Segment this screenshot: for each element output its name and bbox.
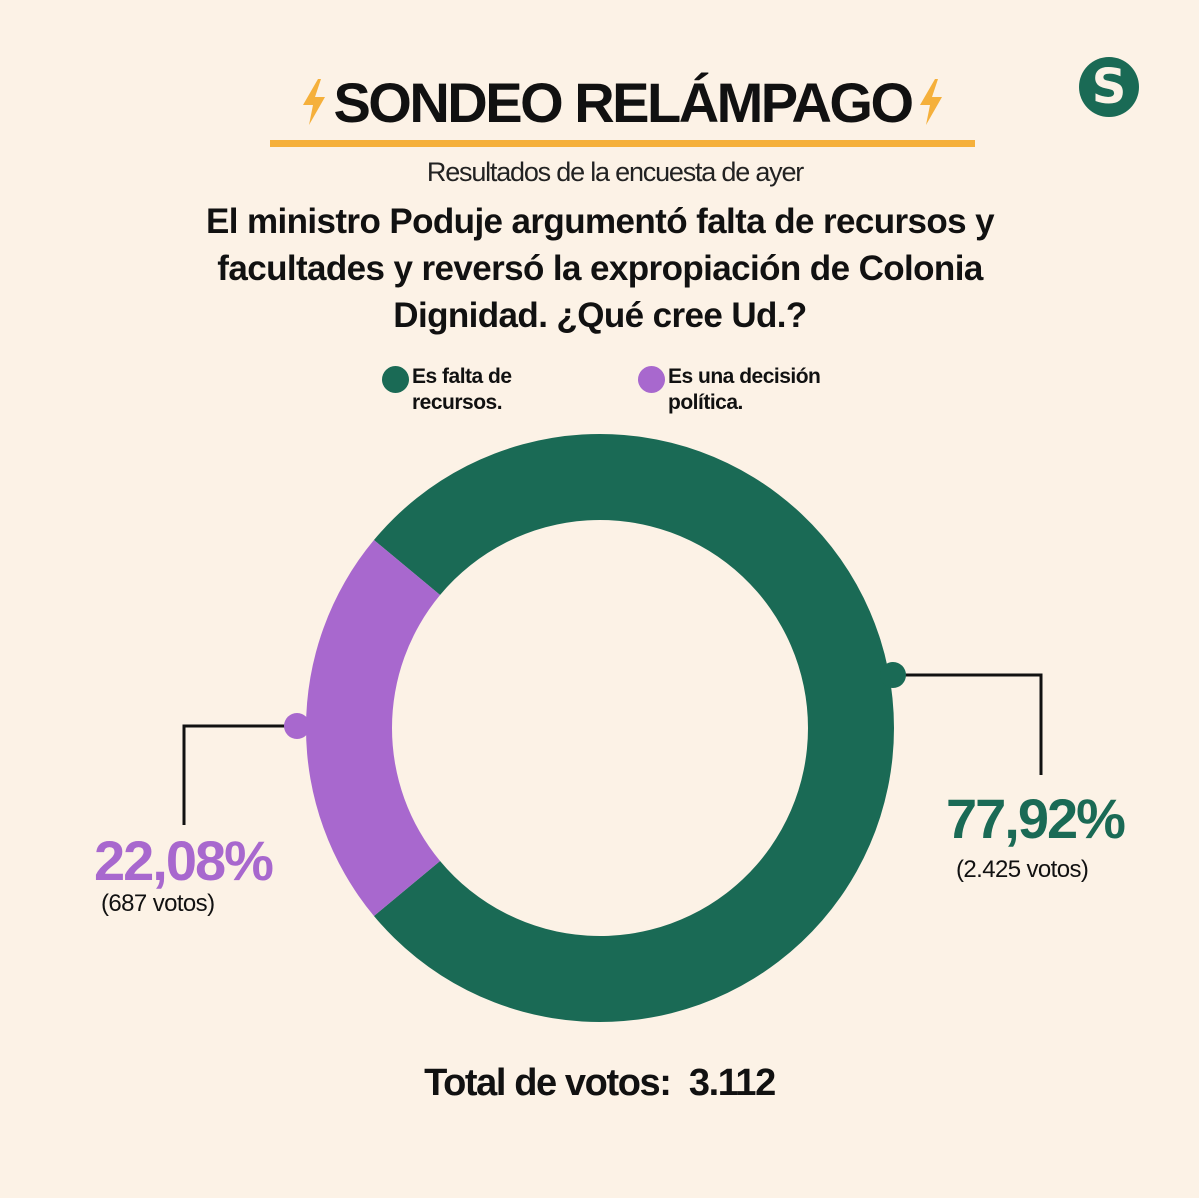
donut-slice-recursos (373, 434, 895, 1023)
brand-logo: S (1079, 57, 1139, 117)
total-votes-label: Total de votos: (424, 1062, 672, 1104)
leader-line-politica (182, 724, 297, 825)
title-underline (270, 140, 975, 147)
page-title: SONDEO RELÁMPAGO (333, 70, 914, 134)
title-banner: SONDEO RELÁMPAGO (270, 62, 975, 142)
legend-label-recursos: Es falta de recursos. (412, 364, 562, 416)
leader-dot-recursos (880, 662, 906, 688)
votes-label-recursos: (2.425 votos) (956, 856, 1089, 883)
leader-dot-politica (284, 713, 310, 739)
legend-swatch-recursos (382, 366, 409, 393)
legend-label-politica: Es una decisión política. (668, 364, 848, 416)
percent-label-recursos: 77,92% (946, 787, 1126, 850)
votes-label-politica: (687 votos) (101, 890, 215, 917)
total-votes: Total de votos: 3.112 (0, 1062, 1199, 1105)
donut-slice-politica (305, 540, 441, 916)
percent-label-politica: 22,08% (94, 829, 274, 892)
lightning-right-icon (919, 79, 942, 125)
legend-text-recursos: Es falta de recursos. (412, 365, 512, 414)
leader-line-recursos (893, 673, 1043, 775)
poll-question: El ministro Poduje argumentó falta de re… (205, 202, 995, 335)
total-votes-value: 3.112 (688, 1062, 776, 1104)
subtitle: Resultados de la encuesta de ayer (426, 157, 804, 187)
legend-swatch-politica (638, 366, 665, 393)
brand-logo-letter: S (1091, 59, 1127, 115)
legend-text-politica: Es una decisión política. (668, 365, 821, 414)
lightning-left-icon (303, 79, 326, 125)
